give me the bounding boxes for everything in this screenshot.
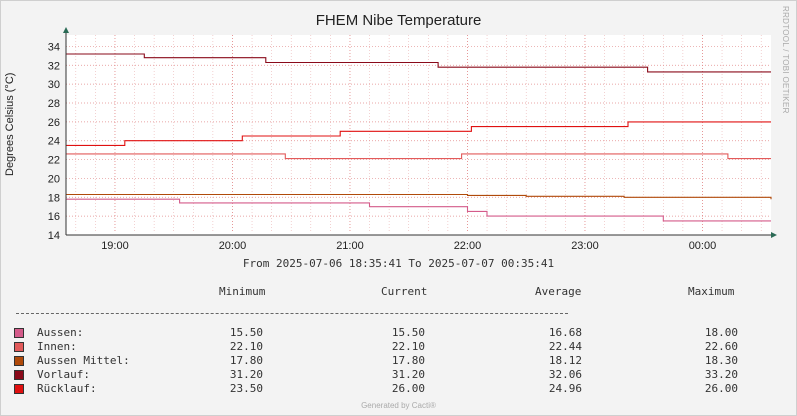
x-tick-label: 00:00	[689, 240, 717, 252]
header-minimum: Minimum	[219, 285, 266, 298]
chart-title: FHEM Nibe Temperature	[315, 12, 482, 29]
legend-value-max: 22.60	[704, 340, 738, 353]
series-line-innen	[66, 153, 771, 160]
y-tick-label: 14	[48, 230, 60, 242]
legend-label: Aussen:	[37, 326, 84, 339]
x-axis-arrow	[771, 232, 777, 238]
legend-value-min: 15.50	[229, 326, 263, 339]
legend-value-max: 33.20	[704, 368, 738, 381]
legend-value-avg: 18.12	[548, 354, 582, 367]
y-ticks: 14 16 18 20 22 24 26 28 30 32 34	[48, 41, 60, 242]
legend-value-cur: 31.20	[391, 368, 425, 381]
legend-value-max: 26.00	[704, 382, 738, 395]
series-line-aussen-mittel	[66, 193, 772, 200]
y-tick-label: 34	[48, 41, 60, 53]
legend-value-max: 18.00	[704, 326, 738, 339]
legend-value-cur: 26.00	[391, 382, 425, 395]
legend-value-cur: 15.50	[391, 326, 425, 339]
legend-row: Innen: 22.10 22.10 22.44 22.60	[0, 340, 797, 354]
series-lines	[66, 53, 772, 222]
legend-value-avg: 16.68	[548, 326, 582, 339]
axes	[63, 27, 777, 238]
legend-label: Rücklauf:	[37, 382, 97, 395]
y-tick-label: 32	[48, 60, 60, 72]
legend-row: Rücklauf: 23.50 26.00 24.96 26.00	[0, 382, 797, 396]
x-ticks: 19:00 20:00 21:00 22:00 23:00 00:00	[101, 240, 716, 252]
series-line-aussen	[66, 198, 771, 222]
legend-swatch	[14, 370, 24, 380]
y-tick-label: 16	[48, 211, 60, 223]
legend-row: Vorlauf: 31.20 31.20 32.06 33.20	[0, 368, 797, 382]
legend-value-avg: 32.06	[548, 368, 582, 381]
legend-label: Aussen Mittel:	[37, 354, 130, 367]
x-tick-label: 21:00	[336, 240, 364, 252]
x-tick-label: 19:00	[101, 240, 129, 252]
legend-value-avg: 24.96	[548, 382, 582, 395]
x-tick-label: 20:00	[219, 240, 247, 252]
legend-value-min: 31.20	[229, 368, 263, 381]
legend-swatch	[14, 384, 24, 394]
y-tick-label: 26	[48, 117, 60, 129]
legend-label: Innen:	[37, 340, 77, 353]
legend-row: Aussen Mittel: 17.80 17.80 18.12 18.30	[0, 354, 797, 368]
x-tick-label: 22:00	[454, 240, 482, 252]
legend-value-avg: 22.44	[548, 340, 582, 353]
legend-value-cur: 17.80	[391, 354, 425, 367]
legend-swatch	[14, 328, 24, 338]
legend-value-min: 17.80	[229, 354, 263, 367]
rrdtool-watermark: RRDTOOL / TOBI OETIKER	[781, 6, 790, 114]
chart-plot: 14 16 18 20 22 24 26 28 30 32 34 19:00 20:00 21:00 22…	[48, 27, 777, 252]
legend-label: Vorlauf:	[37, 368, 90, 381]
header-current: Current	[381, 285, 428, 298]
legend-divider	[16, 313, 568, 314]
header-maximum: Maximum	[688, 285, 735, 298]
legend-value-min: 22.10	[229, 340, 263, 353]
y-tick-label: 28	[48, 98, 60, 110]
footer-credit: Generated by Cacti®	[361, 401, 436, 410]
legend-value-min: 23.50	[229, 382, 263, 395]
y-tick-label: 22	[48, 155, 60, 167]
legend-swatch	[14, 342, 24, 352]
y-tick-label: 18	[48, 192, 60, 204]
grid-lines	[66, 35, 771, 236]
plot-background	[66, 35, 771, 235]
time-range-label: From 2025-07-06 18:35:41 To 2025-07-07 0…	[242, 257, 555, 270]
x-tick-label: 23:00	[571, 240, 599, 252]
y-tick-label: 20	[48, 173, 60, 185]
legend-value-cur: 22.10	[391, 340, 425, 353]
series-line-r-cklauf	[66, 121, 771, 146]
y-axis-arrow	[63, 27, 69, 33]
legend-row: Aussen: 15.50 15.50 16.68 18.00	[0, 326, 797, 340]
series-line-vorlauf	[66, 53, 771, 73]
header-average: Average	[535, 285, 582, 298]
y-tick-label: 30	[48, 79, 60, 91]
y-tick-label: 24	[48, 136, 60, 148]
legend-swatch	[14, 356, 24, 366]
legend-value-max: 18.30	[704, 354, 738, 367]
